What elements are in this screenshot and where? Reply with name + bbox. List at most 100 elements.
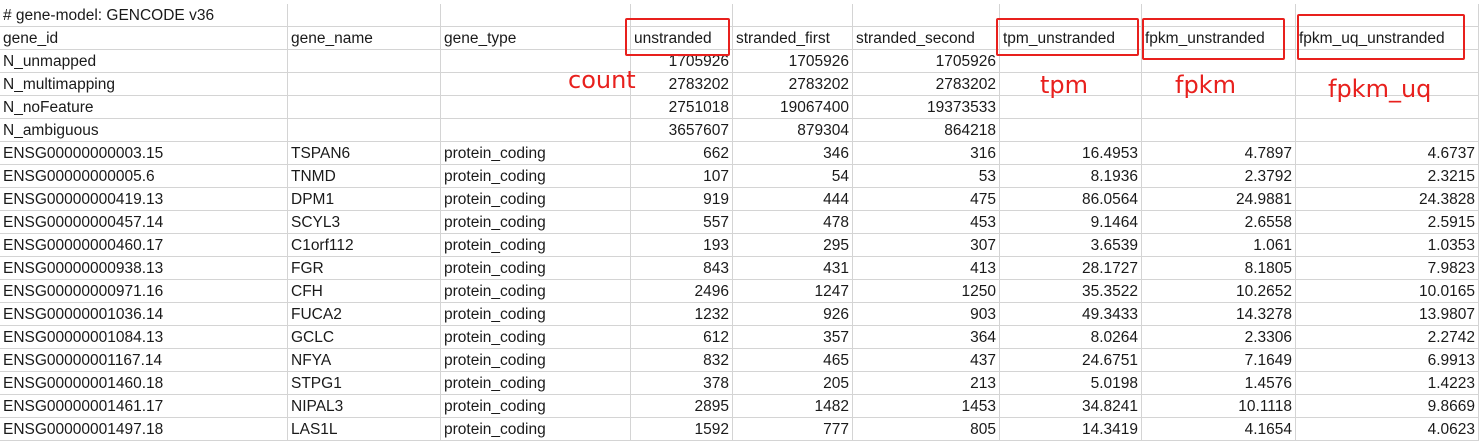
- table-cell[interactable]: ENSG00000001497.18: [0, 418, 288, 441]
- title-cell[interactable]: # gene-model: GENCODE v36: [0, 4, 288, 27]
- table-cell[interactable]: protein_coding: [441, 257, 631, 280]
- table-cell[interactable]: 14.3419: [1000, 418, 1142, 441]
- table-cell[interactable]: [288, 73, 441, 96]
- table-cell[interactable]: 475: [853, 188, 1000, 211]
- table-cell[interactable]: 2.6558: [1142, 211, 1296, 234]
- table-cell[interactable]: 364: [853, 326, 1000, 349]
- table-cell[interactable]: 295: [733, 234, 853, 257]
- header-fpkm-unstranded[interactable]: fpkm_unstranded: [1142, 27, 1296, 50]
- table-cell[interactable]: [441, 119, 631, 142]
- empty-cell[interactable]: [853, 4, 1000, 27]
- table-cell[interactable]: 316: [853, 142, 1000, 165]
- table-cell[interactable]: 2783202: [631, 73, 733, 96]
- table-cell[interactable]: 612: [631, 326, 733, 349]
- table-cell[interactable]: 19067400: [733, 96, 853, 119]
- table-cell[interactable]: 919: [631, 188, 733, 211]
- empty-cell[interactable]: [631, 4, 733, 27]
- table-cell[interactable]: [288, 96, 441, 119]
- table-cell[interactable]: protein_coding: [441, 418, 631, 441]
- table-cell[interactable]: 7.1649: [1142, 349, 1296, 372]
- table-cell[interactable]: protein_coding: [441, 211, 631, 234]
- table-cell[interactable]: protein_coding: [441, 280, 631, 303]
- table-cell[interactable]: protein_coding: [441, 188, 631, 211]
- table-cell[interactable]: 1.4223: [1296, 372, 1479, 395]
- table-cell[interactable]: 832: [631, 349, 733, 372]
- table-cell[interactable]: [441, 50, 631, 73]
- empty-cell[interactable]: [441, 4, 631, 27]
- table-cell[interactable]: 54: [733, 165, 853, 188]
- table-cell[interactable]: ENSG00000001084.13: [0, 326, 288, 349]
- table-cell[interactable]: 8.1805: [1142, 257, 1296, 280]
- table-cell[interactable]: 9.8669: [1296, 395, 1479, 418]
- header-stranded-second[interactable]: stranded_second: [853, 27, 1000, 50]
- table-cell[interactable]: 4.7897: [1142, 142, 1296, 165]
- table-cell[interactable]: 2895: [631, 395, 733, 418]
- table-cell[interactable]: 1247: [733, 280, 853, 303]
- table-cell[interactable]: CFH: [288, 280, 441, 303]
- table-cell[interactable]: 5.0198: [1000, 372, 1142, 395]
- table-cell[interactable]: 1705926: [631, 50, 733, 73]
- table-cell[interactable]: 903: [853, 303, 1000, 326]
- table-cell[interactable]: 926: [733, 303, 853, 326]
- table-cell[interactable]: 431: [733, 257, 853, 280]
- table-cell[interactable]: 1232: [631, 303, 733, 326]
- table-cell[interactable]: [1000, 119, 1142, 142]
- table-cell[interactable]: ENSG00000001460.18: [0, 372, 288, 395]
- table-cell[interactable]: 10.1118: [1142, 395, 1296, 418]
- table-cell[interactable]: GCLC: [288, 326, 441, 349]
- table-cell[interactable]: 49.3433: [1000, 303, 1142, 326]
- table-cell[interactable]: protein_coding: [441, 303, 631, 326]
- table-cell[interactable]: 53: [853, 165, 1000, 188]
- table-cell[interactable]: 4.1654: [1142, 418, 1296, 441]
- table-cell[interactable]: 1705926: [733, 50, 853, 73]
- table-cell[interactable]: 413: [853, 257, 1000, 280]
- table-cell[interactable]: 1.4576: [1142, 372, 1296, 395]
- table-cell[interactable]: 444: [733, 188, 853, 211]
- header-gene-id[interactable]: gene_id: [0, 27, 288, 50]
- table-cell[interactable]: 24.9881: [1142, 188, 1296, 211]
- empty-cell[interactable]: [1000, 4, 1142, 27]
- table-cell[interactable]: 2.5915: [1296, 211, 1479, 234]
- table-cell[interactable]: SCYL3: [288, 211, 441, 234]
- table-cell[interactable]: N_noFeature: [0, 96, 288, 119]
- table-cell[interactable]: FUCA2: [288, 303, 441, 326]
- table-cell[interactable]: 864218: [853, 119, 1000, 142]
- table-cell[interactable]: 7.9823: [1296, 257, 1479, 280]
- table-cell[interactable]: 13.9807: [1296, 303, 1479, 326]
- table-cell[interactable]: ENSG00000000971.16: [0, 280, 288, 303]
- table-cell[interactable]: ENSG00000001167.14: [0, 349, 288, 372]
- table-cell[interactable]: 357: [733, 326, 853, 349]
- table-cell[interactable]: 2.3792: [1142, 165, 1296, 188]
- table-cell[interactable]: 14.3278: [1142, 303, 1296, 326]
- table-cell[interactable]: [288, 50, 441, 73]
- table-cell[interactable]: 1705926: [853, 50, 1000, 73]
- table-cell[interactable]: 1.0353: [1296, 234, 1479, 257]
- table-cell[interactable]: 2.2742: [1296, 326, 1479, 349]
- table-cell[interactable]: 378: [631, 372, 733, 395]
- table-cell[interactable]: 2751018: [631, 96, 733, 119]
- table-cell[interactable]: ENSG00000000457.14: [0, 211, 288, 234]
- table-cell[interactable]: 2.3215: [1296, 165, 1479, 188]
- table-cell[interactable]: LAS1L: [288, 418, 441, 441]
- table-cell[interactable]: 213: [853, 372, 1000, 395]
- table-cell[interactable]: N_ambiguous: [0, 119, 288, 142]
- table-cell[interactable]: 843: [631, 257, 733, 280]
- table-cell[interactable]: 3.6539: [1000, 234, 1142, 257]
- table-cell[interactable]: NIPAL3: [288, 395, 441, 418]
- table-cell[interactable]: ENSG00000000005.6: [0, 165, 288, 188]
- table-cell[interactable]: 107: [631, 165, 733, 188]
- table-cell[interactable]: protein_coding: [441, 165, 631, 188]
- table-cell[interactable]: 478: [733, 211, 853, 234]
- table-cell[interactable]: 16.4953: [1000, 142, 1142, 165]
- table-cell[interactable]: 662: [631, 142, 733, 165]
- header-fpkm-uq-unstranded[interactable]: fpkm_uq_unstranded: [1296, 27, 1479, 50]
- table-cell[interactable]: ENSG00000001461.17: [0, 395, 288, 418]
- table-cell[interactable]: 24.6751: [1000, 349, 1142, 372]
- table-cell[interactable]: ENSG00000000003.15: [0, 142, 288, 165]
- table-cell[interactable]: 557: [631, 211, 733, 234]
- table-cell[interactable]: protein_coding: [441, 349, 631, 372]
- table-cell[interactable]: TNMD: [288, 165, 441, 188]
- table-cell[interactable]: 307: [853, 234, 1000, 257]
- table-cell[interactable]: N_unmapped: [0, 50, 288, 73]
- table-cell[interactable]: 28.1727: [1000, 257, 1142, 280]
